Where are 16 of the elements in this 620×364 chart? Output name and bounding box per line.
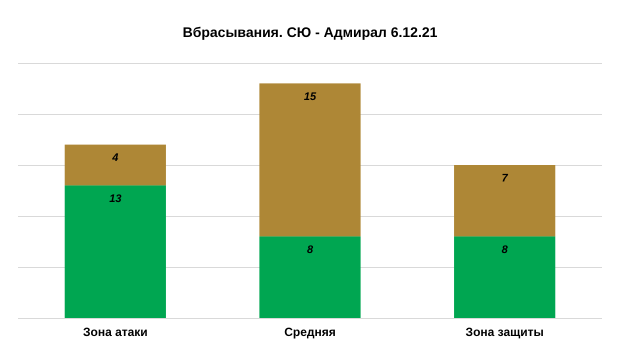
- data-label: 7: [502, 172, 509, 184]
- x-tick-label: Средняя: [284, 325, 336, 339]
- data-label: 4: [111, 152, 118, 164]
- bar: [259, 83, 361, 236]
- bar: [259, 236, 361, 318]
- data-label: 8: [502, 244, 509, 256]
- bar: [454, 165, 556, 236]
- x-tick-label: Зона защиты: [466, 325, 544, 339]
- bar: [64, 144, 166, 186]
- data-label: 15: [304, 90, 317, 103]
- bar: [64, 185, 166, 318]
- x-tick-label: Зона атаки: [82, 325, 148, 339]
- data-label: 13: [109, 192, 122, 205]
- data-label: 8: [306, 244, 314, 256]
- bar: [454, 236, 556, 318]
- chart-title: Вбрасывания. СЮ - Адмирал 6.12.21: [182, 24, 438, 40]
